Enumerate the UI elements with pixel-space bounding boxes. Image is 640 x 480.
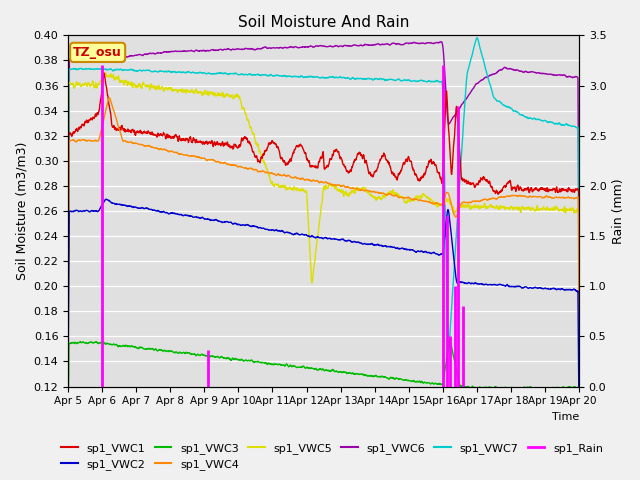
- Y-axis label: Rain (mm): Rain (mm): [612, 178, 625, 244]
- X-axis label: Time: Time: [552, 412, 579, 422]
- Text: TZ_osu: TZ_osu: [73, 46, 122, 59]
- Legend: sp1_VWC1, sp1_VWC2, sp1_VWC3, sp1_VWC4, sp1_VWC5, sp1_VWC6, sp1_VWC7, sp1_Rain: sp1_VWC1, sp1_VWC2, sp1_VWC3, sp1_VWC4, …: [57, 438, 607, 474]
- Title: Soil Moisture And Rain: Soil Moisture And Rain: [238, 15, 409, 30]
- Y-axis label: Soil Moisture (m3/m3): Soil Moisture (m3/m3): [15, 142, 28, 280]
